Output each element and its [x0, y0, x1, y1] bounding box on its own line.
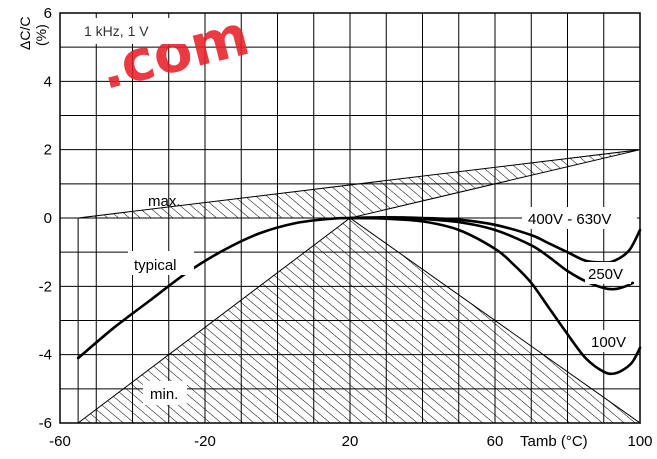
series-line-250v — [348, 216, 635, 291]
series-curves — [76, 215, 642, 376]
x-tick-label: 100 — [627, 433, 652, 450]
x-axis-label: Tamb (°C) — [520, 433, 588, 450]
label-250v: 250V — [588, 266, 623, 283]
y-tick-label: 4 — [44, 73, 52, 90]
watermark: .com — [93, 3, 256, 103]
plot-frame — [59, 12, 641, 424]
y-tick-label: -6 — [39, 415, 52, 432]
label-typical: typical — [134, 257, 177, 274]
condition-label-box: 1 kHz, 1 V — [70, 18, 188, 44]
x-axis-title: Tamb (°C) — [516, 428, 612, 450]
label-100v: 100V — [591, 334, 626, 351]
x-tick-label: 20 — [342, 433, 359, 450]
series-labels: max. typical min. 400V - 630V 250V 100V — [128, 193, 637, 405]
y-tick-label: -2 — [39, 278, 52, 295]
y-axis-label: ΔC/C (%) — [17, 17, 49, 50]
y-axis-label-line-2: (%) — [33, 24, 49, 46]
y-axis-label-line-1: ΔC/C — [17, 17, 33, 50]
x-tick-label: -60 — [49, 433, 71, 450]
x-tick-label: -20 — [194, 433, 216, 450]
label-max: max. — [148, 193, 181, 210]
label-min: min. — [150, 386, 178, 403]
x-tick-label: 60 — [487, 433, 504, 450]
condition-label: 1 kHz, 1 V — [84, 23, 149, 39]
y-tick-label: 2 — [44, 142, 52, 159]
y-tick-label: 6 — [44, 5, 52, 22]
series-line-100v — [348, 216, 642, 376]
y-tick-label: -4 — [39, 347, 52, 364]
label-400v-630v: 400V - 630V — [528, 211, 611, 228]
series-line-typical — [76, 216, 352, 360]
y-tick-label: 0 — [44, 210, 52, 227]
